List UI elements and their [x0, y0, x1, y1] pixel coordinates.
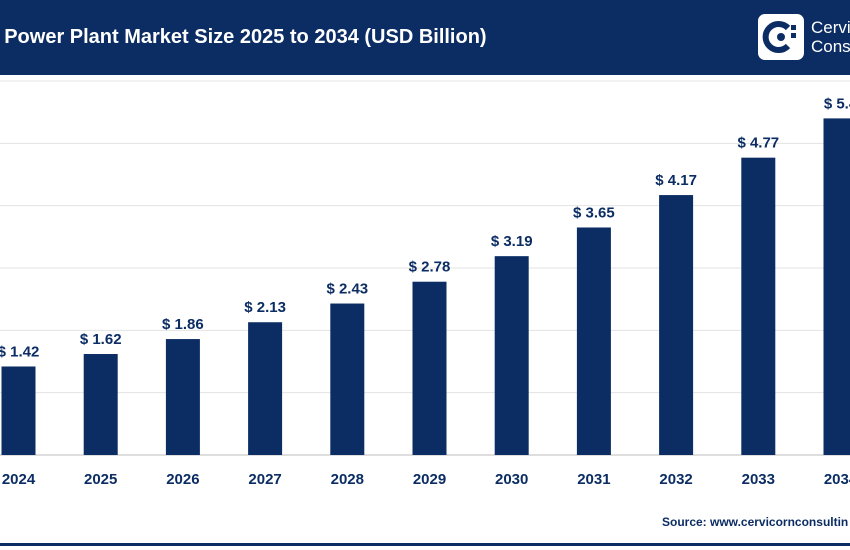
- bar-chart: $ 1.42 $ 1.62 $ 1.86 $ 2.13 $ 2.43 $ 2.78 $ 3.…: [0, 80, 850, 488]
- value-label-2032: $ 4.17: [655, 172, 697, 189]
- bar-2029: [412, 281, 447, 455]
- value-labels: $ 1.42 $ 1.62 $ 1.86 $ 2.13 $ 2.43 $ 2.78 $ 3.…: [0, 95, 850, 360]
- value-label-2024: $ 1.42: [0, 343, 39, 360]
- x-axis-ticks: 2024 2025 2026 2027 2028 2029 2030 2031 2032 2033…: [2, 471, 850, 488]
- bar-2033: [741, 157, 776, 456]
- bottom-rule: [0, 543, 850, 546]
- bar-2024: [1, 366, 36, 455]
- bar-2026: [165, 339, 200, 455]
- value-label-2028: $ 2.43: [326, 281, 368, 298]
- bar-2030: [494, 256, 529, 455]
- bars: [1, 118, 850, 456]
- x-tick-2027: 2027: [248, 471, 281, 488]
- x-tick-2033: 2033: [742, 471, 775, 488]
- value-label-2027: $ 2.13: [244, 299, 286, 316]
- value-label-2030: $ 3.19: [491, 233, 533, 250]
- value-label-2034: $ 5.4: [824, 95, 850, 112]
- x-tick-2024: 2024: [2, 471, 36, 488]
- source-note: Source: www.cervicornconsultin: [662, 515, 849, 529]
- x-tick-2031: 2031: [577, 471, 610, 488]
- logo-line-1: Cervic: [811, 18, 850, 37]
- value-label-2029: $ 2.78: [409, 259, 451, 276]
- value-label-2031: $ 3.65: [573, 204, 615, 221]
- chart-title: ting Power Plant Market Size 2025 to 203…: [0, 26, 487, 48]
- bar-2032: [659, 195, 694, 455]
- bar-2027: [248, 322, 283, 455]
- x-tick-2025: 2025: [84, 471, 117, 488]
- x-tick-2028: 2028: [331, 471, 364, 488]
- header-banner: ting Power Plant Market Size 2025 to 203…: [0, 0, 850, 75]
- bar-2028: [330, 303, 365, 455]
- x-tick-2026: 2026: [166, 471, 199, 488]
- x-tick-2029: 2029: [413, 471, 446, 488]
- value-label-2026: $ 1.86: [162, 316, 204, 333]
- logo-wordmark: Cervic Consu: [811, 18, 850, 56]
- x-tick-2030: 2030: [495, 471, 528, 488]
- bar-2034: [823, 118, 850, 456]
- value-label-2025: $ 1.62: [80, 331, 122, 348]
- bar-2031: [576, 227, 611, 455]
- cervicorn-logo-icon: [758, 14, 804, 60]
- value-label-2033: $ 4.77: [737, 135, 779, 152]
- x-tick-2032: 2032: [659, 471, 692, 488]
- logo-line-2: Consu: [811, 37, 850, 56]
- bar-2025: [83, 354, 118, 455]
- x-tick-2034: 2034: [824, 471, 850, 488]
